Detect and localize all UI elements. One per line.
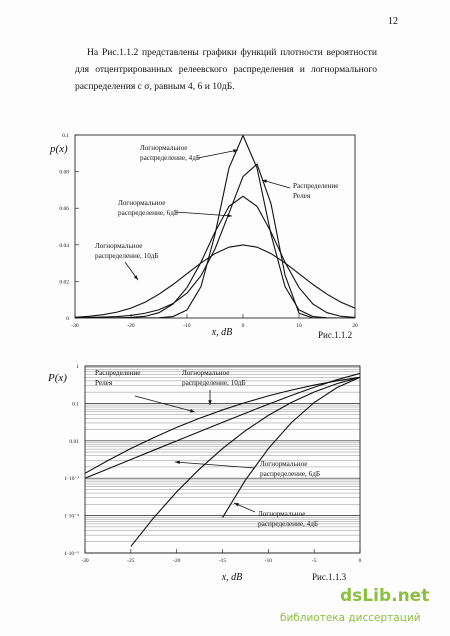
annotation: Логнормальное [260,460,308,468]
arrow-head [233,149,238,153]
curve [222,376,360,518]
curve [130,376,360,547]
annotation-arrow [261,179,291,189]
annotation: Логнормальное [140,144,188,152]
curve [75,244,355,318]
annotation: распределение, 4дБ [140,154,200,162]
y-tick-label: 1 [76,364,79,370]
annotation: Релея [293,192,311,200]
arrow-head [133,275,138,280]
arrow-head [234,503,239,507]
y-tick-label: 0.04 [59,243,69,249]
x-tick-label: -10 [265,558,273,564]
y-tick-label: 1·10⁻⁵ [64,551,79,557]
x-tick-label: 0 [359,558,362,564]
y-tick-label: 0 [66,316,69,322]
arrow-head [262,179,267,183]
annotation: распределение, 10дБ [182,379,246,387]
annotation: Логнормальное [258,510,306,518]
annotation-arrow [197,149,239,159]
annotation: Логнормальное [118,199,166,207]
annotation: Распределение [293,182,338,190]
arrow-head [190,409,195,413]
figure-caption: Рис.1.1.2 [318,330,352,340]
x-axis-label: x, dB [211,327,233,338]
x-tick-label: -20 [127,323,135,329]
curve [85,376,360,474]
x-tick-label: -30 [71,323,79,329]
annotation: Релея [95,379,113,387]
x-tick-label: -30 [81,558,89,564]
x-tick-label: -10 [183,323,191,329]
y-tick-label: 0.1 [72,401,79,407]
x-tick-label: -25 [127,558,135,564]
curve [75,135,355,318]
watermark-logo: dsLib.net [340,586,430,606]
x-tick-label: 20 [352,323,358,329]
x-tick-label: 10 [296,323,302,329]
x-tick-label: -20 [173,558,181,564]
x-tick-label: 0 [242,323,245,329]
y-tick-label: 1·10⁻³ [64,476,79,482]
curve [75,163,355,318]
x-tick-label: -5 [312,558,317,564]
page-number: 12 [388,16,398,27]
x-tick-label: -15 [219,558,227,564]
arrow-head [208,400,212,405]
y-tick-label: 0.06 [59,206,69,212]
y-tick-label: 0.02 [59,279,69,285]
annotation: Распределение [95,369,140,377]
arrow-head [227,213,232,218]
annotation: распределение, 6дБ [118,209,178,217]
annotation-arrow [174,461,256,469]
annotation: распределение, 4дБ [258,520,318,528]
y-axis-label: p(x) [49,143,68,155]
x-axis-label: x, dB [221,572,243,583]
paragraph: На Рис.1.1.2 представлены графики функци… [75,47,377,92]
y-tick-label: 0.01 [69,439,79,445]
curve [85,372,360,479]
y-tick-label: 0.08 [59,170,69,176]
arrow-head [175,460,180,465]
annotation: Логнормальное [182,369,230,377]
plot-frame [74,134,356,319]
y-tick-label: 0.1 [62,133,69,139]
watermark-subtitle: библиотека диссертаций [280,612,421,624]
y-tick-label: 1·10⁻⁴ [64,514,79,520]
annotation: Логнормальное [95,242,143,250]
figure-caption: Рис.1.1.3 [312,572,347,582]
annotation: распределение, 6дБ [260,470,320,478]
annotation-arrow [134,395,196,413]
curve [75,195,355,318]
annotation-arrow [175,211,233,217]
annotation: распределение, 10дБ [95,252,159,260]
y-axis-label: P(x) [47,372,67,384]
